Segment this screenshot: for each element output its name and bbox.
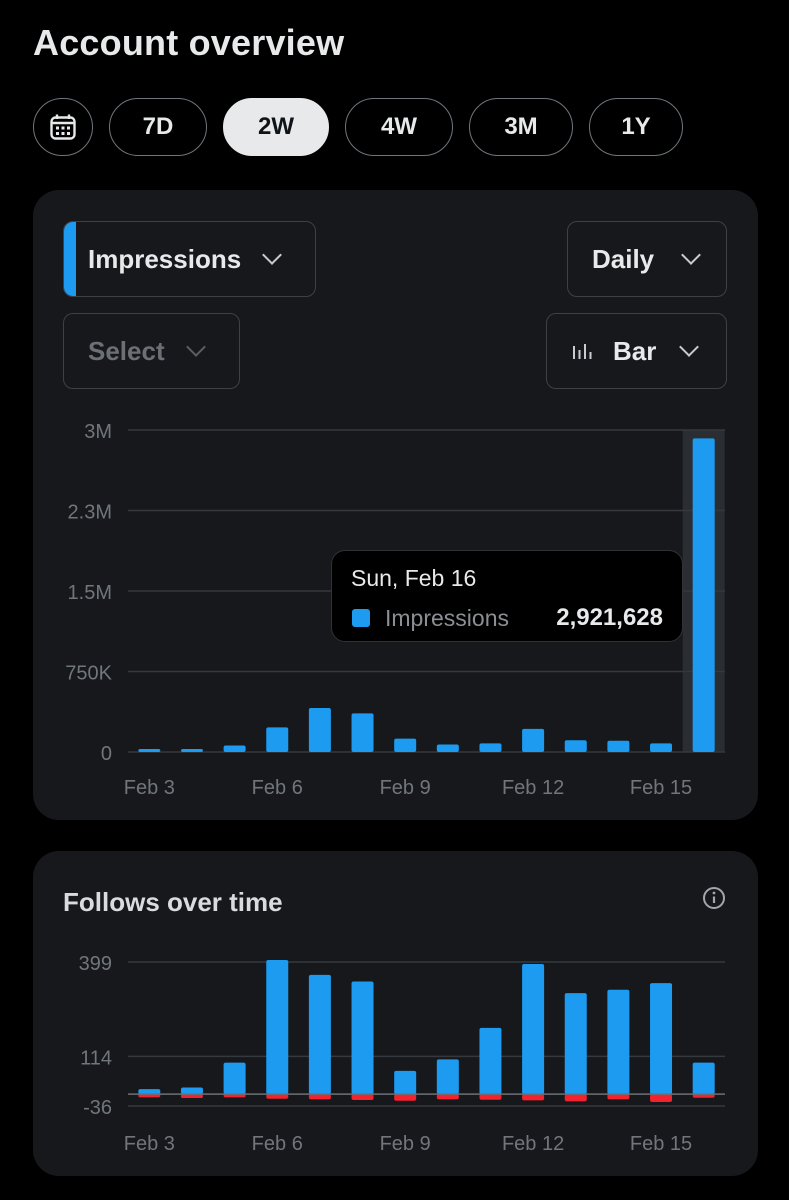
- metric-dropdown[interactable]: Impressions: [63, 221, 316, 297]
- calendar-button[interactable]: [33, 98, 93, 156]
- tooltip-series-name: Impressions: [385, 605, 509, 631]
- follows-card: Follows over time: [33, 851, 758, 1176]
- chevron-down-icon: [681, 245, 702, 265]
- page-title: Account overview: [33, 22, 345, 63]
- chart-type-dropdown[interactable]: Bar: [546, 313, 727, 389]
- tooltip-date: Sun, Feb 16: [351, 565, 477, 591]
- chevron-down-icon: [679, 337, 700, 357]
- chevron-down-icon: [185, 337, 206, 357]
- metric-dropdown-label: Impressions: [88, 243, 242, 274]
- chart-type-label: Bar: [613, 335, 657, 366]
- range-1y-button[interactable]: 1Y: [589, 98, 683, 156]
- range-2w-button[interactable]: 2W: [223, 98, 329, 156]
- chart-tooltip: Sun, Feb 16 Impressions 2,921,628: [331, 550, 683, 642]
- compare-metric-dropdown[interactable]: Select: [63, 313, 240, 389]
- tooltip-series-swatch: [352, 609, 370, 627]
- tooltip-value: 2,921,628: [556, 604, 663, 631]
- impressions-card: Impressions Daily Select Bar: [33, 190, 758, 820]
- metric-color-swatch: [64, 222, 76, 296]
- range-4w-button[interactable]: 4W: [345, 98, 453, 156]
- interval-dropdown[interactable]: Daily: [567, 221, 727, 297]
- interval-dropdown-label: Daily: [592, 243, 655, 274]
- chevron-down-icon: [262, 245, 283, 265]
- follows-card-title: Follows over time: [63, 887, 283, 917]
- range-3m-button[interactable]: 3M: [469, 98, 573, 156]
- range-7d-button[interactable]: 7D: [109, 98, 207, 156]
- calendar-icon: [50, 114, 76, 140]
- bar-chart-icon: [573, 344, 592, 359]
- compare-dropdown-placeholder: Select: [88, 335, 165, 366]
- info-icon[interactable]: [701, 885, 727, 911]
- date-range-selector: 7D 2W 4W 3M 1Y: [33, 98, 683, 156]
